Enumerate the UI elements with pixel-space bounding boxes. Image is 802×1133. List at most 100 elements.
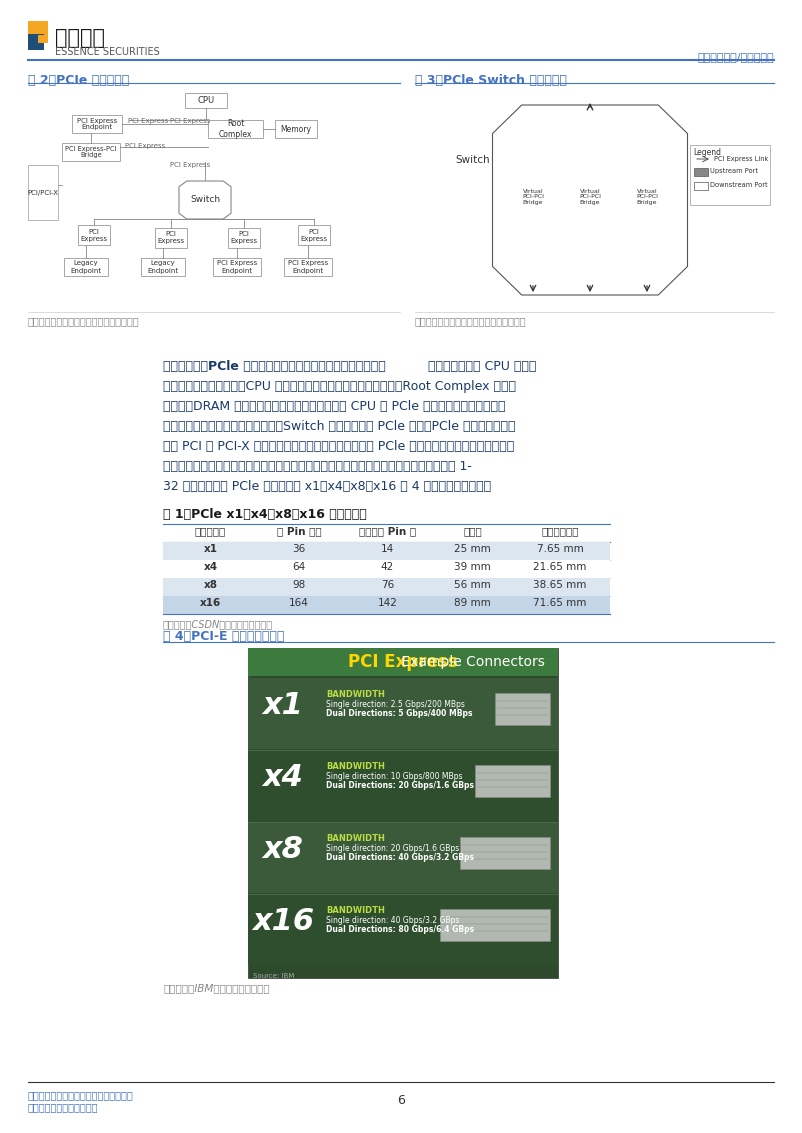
Text: x4: x4 <box>204 562 217 572</box>
Text: PCI/PCI-X: PCI/PCI-X <box>27 189 59 196</box>
Text: BANDWIDTH: BANDWIDTH <box>326 690 385 699</box>
Bar <box>248 894 558 965</box>
Text: PCI
Express: PCI Express <box>301 229 327 241</box>
Text: 安信证券: 安信证券 <box>55 28 105 48</box>
Text: 资料来源：电子发烧友，安信证券研究中心: 资料来源：电子发烧友，安信证券研究中心 <box>415 316 527 326</box>
Text: 脚 Pin 总数: 脚 Pin 总数 <box>277 526 322 536</box>
Text: BANDWIDTH: BANDWIDTH <box>326 834 385 843</box>
Text: Single direction: 20 Gbps/1.6 GBps: Single direction: 20 Gbps/1.6 GBps <box>326 844 460 853</box>
Text: 传输通道数: 传输通道数 <box>195 526 226 536</box>
Polygon shape <box>179 181 231 219</box>
Text: PCI Express-PCI
Bridge: PCI Express-PCI Bridge <box>65 145 117 159</box>
Text: BANDWIDTH: BANDWIDTH <box>326 906 385 915</box>
Text: 表 1：PCle x1、x4、x8、x16 的主要区别: 表 1：PCle x1、x4、x8、x16 的主要区别 <box>163 508 367 521</box>
Bar <box>64 258 108 276</box>
Bar <box>72 116 122 133</box>
Text: x1: x1 <box>204 544 217 554</box>
Bar <box>577 220 603 235</box>
Bar <box>155 228 187 248</box>
Text: PCI Express: PCI Express <box>128 118 168 123</box>
Text: Upstream Port: Upstream Port <box>710 168 758 174</box>
Text: Example Connectors: Example Connectors <box>397 655 545 668</box>
Text: 89 mm: 89 mm <box>454 598 491 608</box>
Text: Dual Directions: 40 Gbps/3.2 GBps: Dual Directions: 40 Gbps/3.2 GBps <box>326 853 474 862</box>
Text: 器接口、DRAM 接口等模块的集合，可以被认为是 CPU 和 PCle 拓扑之间的接口，各个设: 器接口、DRAM 接口等模块的集合，可以被认为是 CPU 和 PCle 拓扑之间… <box>163 400 505 414</box>
Bar <box>163 560 610 578</box>
Bar <box>275 120 317 138</box>
Text: 36: 36 <box>293 544 306 554</box>
Text: 142: 142 <box>378 598 398 608</box>
Text: 76: 76 <box>381 580 394 590</box>
Bar <box>508 185 558 208</box>
Bar <box>634 220 660 235</box>
Text: Source: IBM: Source: IBM <box>253 973 294 979</box>
Text: x8: x8 <box>204 580 217 590</box>
Text: Memory: Memory <box>281 125 311 134</box>
Text: x16: x16 <box>200 598 221 608</box>
Text: 图 4：PCI-E 插槽的四种形式: 图 4：PCI-E 插槽的四种形式 <box>163 630 285 644</box>
Text: Switch: Switch <box>190 196 220 204</box>
Text: 14: 14 <box>381 544 394 554</box>
Text: 备则是这棵树的子父节点和叶节点，Switch 可以连接多个 PCle 设备，PCle 桥则能够连接传: 备则是这棵树的子父节点和叶节点，Switch 可以连接多个 PCle 设备，PC… <box>163 420 516 433</box>
Text: Virtual
PCI-PCI
Bridge: Virtual PCI-PCI Bridge <box>522 189 544 205</box>
Text: 主接口区长度: 主接口区长度 <box>541 526 579 536</box>
Bar <box>248 648 558 676</box>
Bar <box>622 185 672 208</box>
Text: Virtual
PCI-PCI
Bridge: Virtual PCI-PCI Bridge <box>579 114 601 130</box>
Text: BANDWIDTH: BANDWIDTH <box>326 763 385 770</box>
Text: 38.65 mm: 38.65 mm <box>533 580 587 590</box>
Text: Legacy
Endpoint: Legacy Endpoint <box>148 261 179 273</box>
Text: 本报告版权属于安信证券股份有限公司，: 本报告版权属于安信证券股份有限公司， <box>28 1090 134 1100</box>
Bar <box>690 145 770 205</box>
Bar <box>28 22 48 35</box>
Text: Dual Directions: 20 Gbps/1.6 GBps: Dual Directions: 20 Gbps/1.6 GBps <box>326 781 474 790</box>
Text: PCI
Express: PCI Express <box>80 229 107 241</box>
Text: PCI Express: PCI Express <box>170 118 210 123</box>
Text: PCI Express Link: PCI Express Link <box>714 156 768 162</box>
Text: 资料来源：IBM，安信证券研究中心: 资料来源：IBM，安信证券研究中心 <box>163 983 269 993</box>
Text: 总长度: 总长度 <box>463 526 482 536</box>
Bar <box>28 34 44 50</box>
Text: 从结构上看，PCle 总线是一个层次性很强的树状形总线接口，: 从结构上看，PCle 总线是一个层次性很强的树状形总线接口， <box>163 360 386 373</box>
Text: PCI Express: PCI Express <box>170 162 210 168</box>
Polygon shape <box>492 105 687 295</box>
Text: Switch: Switch <box>455 155 490 165</box>
Bar <box>694 168 708 176</box>
Bar <box>284 258 332 276</box>
Text: 21.65 mm: 21.65 mm <box>533 562 587 572</box>
Bar <box>565 185 615 208</box>
Text: 其主要功能为替 CPU 提供访: 其主要功能为替 CPU 提供访 <box>428 360 537 373</box>
Bar <box>213 258 261 276</box>
Text: 32 个通道，对应 PCle 总线接口有 x1、x4、x8、x16 这 4 种常见的规格尺寸。: 32 个通道，对应 PCle 总线接口有 x1、x4、x8、x16 这 4 种常… <box>163 480 491 493</box>
Text: PCI Express
Endpoint: PCI Express Endpoint <box>77 118 117 130</box>
Text: 39 mm: 39 mm <box>454 562 491 572</box>
Text: 统的 PCI 和 PCI-X 设备。作为点对点连接的总线，一条 PCle 链路只能两端各连接一个设备，: 统的 PCI 和 PCI-X 设备。作为点对点连接的总线，一条 PCle 链路只… <box>163 440 514 453</box>
Text: 行业深度分析/电子元器件: 行业深度分析/电子元器件 <box>698 52 774 62</box>
Text: PCI Express
Endpoint: PCI Express Endpoint <box>217 261 257 273</box>
Text: 主接口区 Pin 数: 主接口区 Pin 数 <box>359 526 416 536</box>
Text: Dual Directions: 5 Gbps/400 MBps: Dual Directions: 5 Gbps/400 MBps <box>326 709 472 718</box>
Bar <box>694 182 708 190</box>
Text: 56 mm: 56 mm <box>454 580 491 590</box>
Text: 资料来源：电子发烧友，安信证券研究中心: 资料来源：电子发烧友，安信证券研究中心 <box>28 316 140 326</box>
Bar <box>163 596 610 614</box>
Text: Legend: Legend <box>693 148 721 157</box>
Text: Virtual
PCI-PCI
Bridge: Virtual PCI-PCI Bridge <box>636 189 658 205</box>
Bar <box>495 693 550 725</box>
Text: 64: 64 <box>293 562 306 572</box>
Text: PCI Express: PCI Express <box>348 653 458 671</box>
Text: 7.65 mm: 7.65 mm <box>537 544 583 554</box>
Bar <box>248 678 558 749</box>
Bar <box>475 765 550 796</box>
Text: PCI
Express: PCI Express <box>230 231 257 245</box>
Bar <box>78 225 110 245</box>
Text: 资料来源：CSDN，安信证券研究中心: 资料来源：CSDN，安信证券研究中心 <box>163 619 273 629</box>
Bar <box>520 220 546 235</box>
Text: 25 mm: 25 mm <box>454 544 491 554</box>
Text: Single direction: 40 Gbps/3.2 GBps: Single direction: 40 Gbps/3.2 GBps <box>326 915 460 925</box>
Text: x4: x4 <box>262 764 303 792</box>
Bar <box>248 648 558 978</box>
Bar <box>208 120 263 138</box>
Bar <box>185 93 227 108</box>
Bar <box>248 823 558 893</box>
